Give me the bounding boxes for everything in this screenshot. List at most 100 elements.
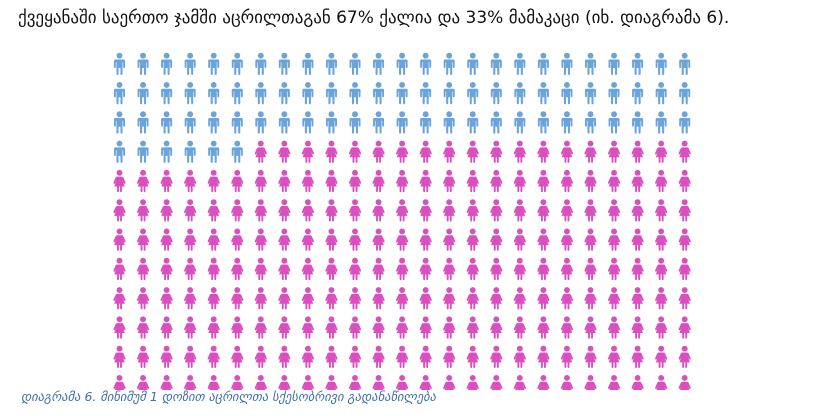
woman-icon — [631, 374, 644, 390]
woman-icon — [184, 169, 197, 193]
woman-icon — [396, 228, 409, 251]
woman-icon — [490, 345, 503, 369]
woman-icon — [607, 345, 621, 369]
man-icon — [137, 111, 149, 134]
woman-icon — [348, 287, 362, 310]
woman-icon — [278, 257, 291, 281]
woman-icon — [443, 316, 456, 339]
man-icon — [537, 111, 549, 134]
woman-icon — [113, 228, 126, 251]
woman-icon — [113, 345, 126, 369]
woman-icon — [678, 228, 691, 251]
woman-icon — [372, 345, 385, 369]
woman-icon — [278, 140, 291, 163]
man-icon — [208, 111, 220, 134]
woman-icon — [443, 287, 456, 310]
woman-icon — [655, 345, 668, 369]
woman-icon — [584, 287, 597, 310]
woman-icon — [607, 199, 621, 222]
man-icon — [302, 111, 314, 134]
man-icon — [231, 140, 243, 163]
man-icon — [584, 81, 597, 105]
woman-icon — [325, 257, 338, 281]
woman-icon — [443, 228, 456, 251]
man-icon — [443, 52, 455, 76]
woman-icon — [678, 140, 691, 163]
man-icon — [255, 111, 267, 134]
man-icon — [137, 81, 149, 105]
woman-icon — [466, 228, 479, 251]
woman-icon — [419, 345, 432, 369]
woman-icon — [443, 257, 456, 281]
man-icon — [302, 81, 314, 105]
woman-icon — [513, 199, 526, 222]
woman-icon — [655, 316, 668, 339]
woman-icon — [372, 140, 385, 163]
man-icon — [608, 52, 620, 76]
woman-icon — [513, 140, 526, 163]
woman-icon — [231, 287, 244, 310]
woman-icon — [584, 169, 597, 193]
woman-icon — [631, 169, 644, 193]
woman-icon — [443, 374, 456, 390]
woman-icon — [231, 228, 244, 251]
woman-icon — [207, 257, 220, 281]
woman-icon — [231, 199, 244, 222]
man-icon — [113, 111, 126, 134]
woman-icon — [443, 199, 456, 222]
man-icon — [396, 52, 408, 76]
man-icon — [325, 52, 337, 76]
woman-icon — [419, 169, 432, 193]
woman-icon — [301, 287, 314, 310]
woman-icon — [254, 316, 267, 339]
man-icon — [584, 111, 597, 134]
woman-icon — [537, 169, 550, 193]
man-icon — [632, 111, 644, 134]
woman-icon — [513, 287, 526, 310]
woman-icon — [254, 169, 267, 193]
woman-icon — [207, 169, 220, 193]
woman-icon — [655, 140, 668, 163]
woman-icon — [184, 345, 197, 369]
woman-icon — [325, 345, 338, 369]
woman-icon — [348, 228, 362, 251]
woman-icon — [278, 316, 291, 339]
man-icon — [325, 81, 337, 105]
man-icon — [420, 81, 432, 105]
woman-icon — [325, 140, 338, 163]
woman-icon — [113, 257, 126, 281]
woman-icon — [254, 345, 267, 369]
man-icon — [278, 52, 290, 76]
woman-icon — [184, 228, 197, 251]
woman-icon — [607, 374, 621, 390]
woman-icon — [207, 345, 220, 369]
man-icon — [396, 111, 408, 134]
man-icon — [490, 52, 502, 76]
woman-icon — [419, 257, 432, 281]
woman-icon — [584, 140, 597, 163]
woman-icon — [348, 316, 362, 339]
woman-icon — [419, 199, 432, 222]
woman-icon — [254, 287, 267, 310]
woman-icon — [607, 287, 621, 310]
woman-icon — [207, 287, 220, 310]
man-icon — [373, 81, 385, 105]
man-icon — [514, 52, 526, 76]
woman-icon — [678, 374, 691, 390]
woman-icon — [631, 316, 644, 339]
woman-icon — [466, 287, 479, 310]
woman-icon — [631, 140, 644, 163]
woman-icon — [631, 199, 644, 222]
woman-icon — [490, 287, 503, 310]
woman-icon — [348, 140, 362, 163]
man-icon — [632, 81, 644, 105]
man-icon — [490, 111, 502, 134]
man-icon — [255, 52, 267, 76]
woman-icon — [372, 316, 385, 339]
woman-icon — [655, 199, 668, 222]
woman-icon — [490, 199, 503, 222]
woman-icon — [537, 316, 550, 339]
woman-icon — [584, 199, 597, 222]
man-icon — [349, 81, 361, 105]
woman-icon — [537, 199, 550, 222]
